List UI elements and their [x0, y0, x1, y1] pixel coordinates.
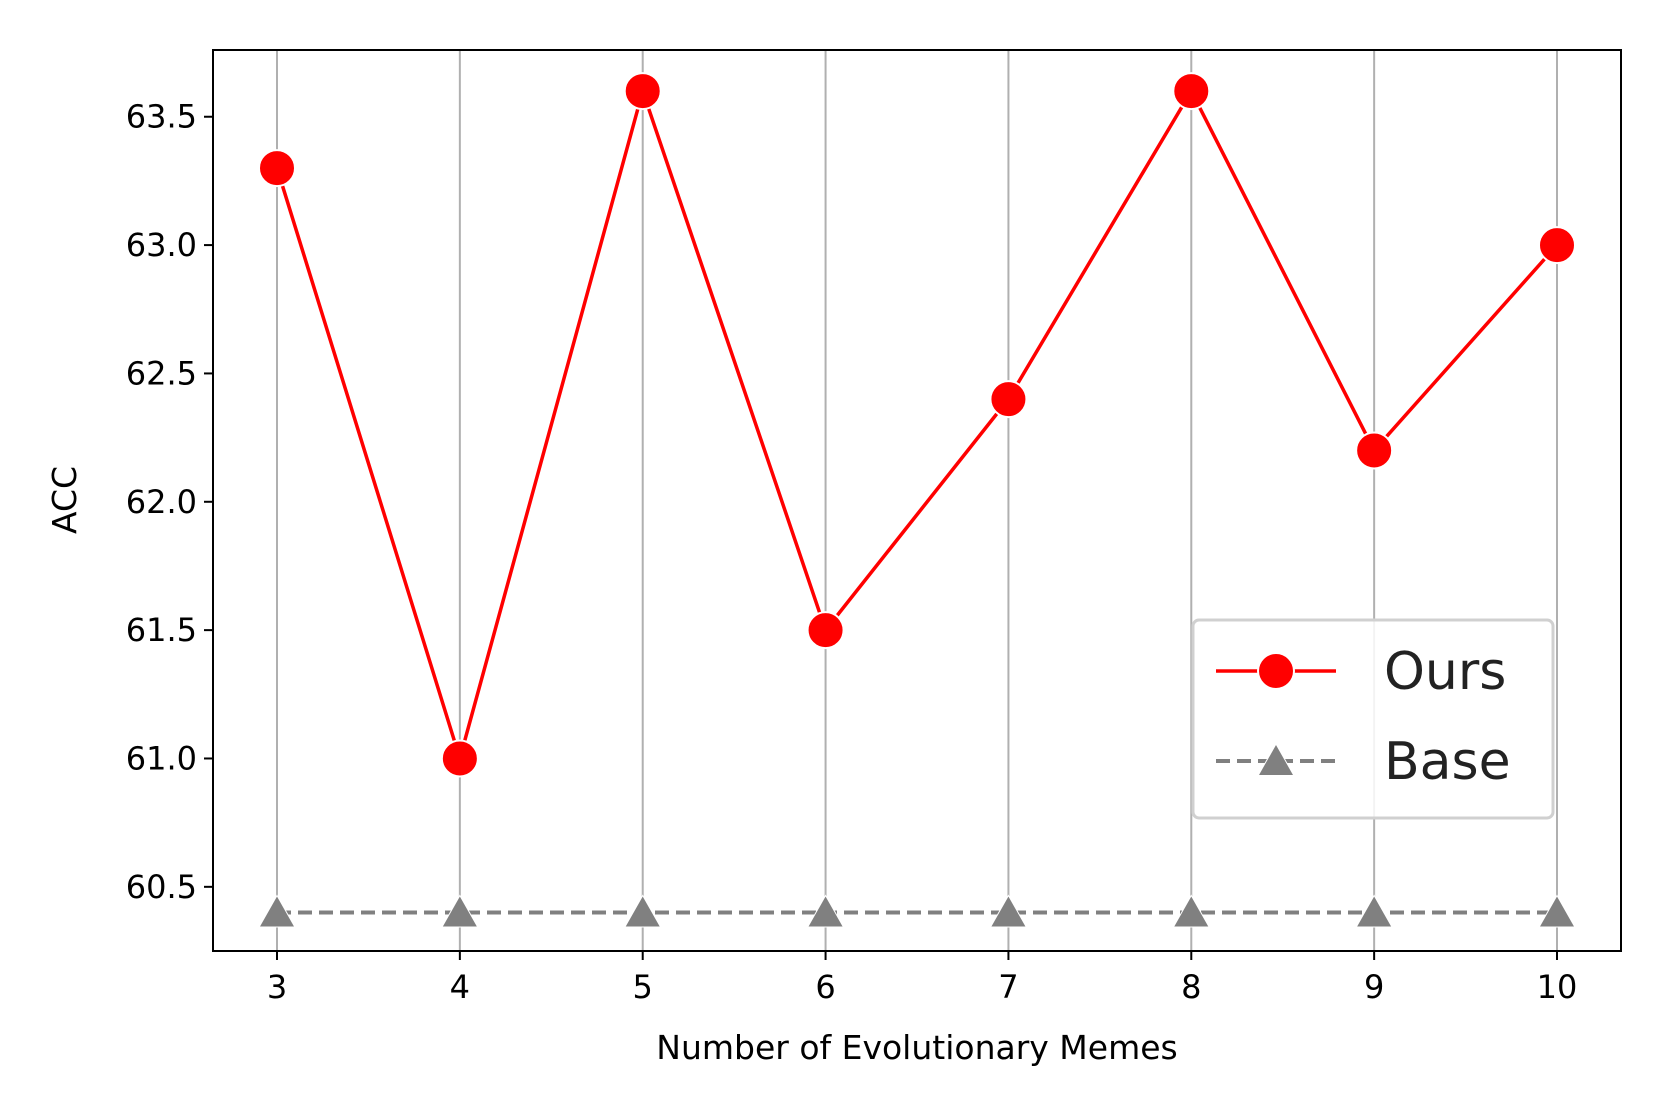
data-point-ours — [808, 612, 844, 648]
x-tick-label: 5 — [633, 968, 653, 1006]
data-point-ours — [625, 73, 661, 109]
legend-marker-ours — [1258, 653, 1294, 689]
data-point-ours — [1539, 227, 1575, 263]
legend: Ours Base — [1193, 620, 1553, 818]
x-tick-label: 9 — [1364, 968, 1384, 1006]
axis-layer: 3 4 5 6 7 8 9 10 60.5 61.0 61.5 62.0 62.5 63.0 63.5 — [126, 98, 1578, 1006]
y-tick-label: 61.0 — [126, 739, 197, 777]
data-point-ours — [259, 150, 295, 186]
y-axis-label: ACC — [45, 466, 84, 534]
y-tick-label: 62.5 — [126, 354, 197, 392]
x-tick-label: 3 — [267, 968, 287, 1006]
y-tick-label: 63.0 — [126, 226, 197, 264]
legend-label-base: Base — [1384, 732, 1511, 792]
x-tick-label: 6 — [815, 968, 835, 1006]
data-point-ours — [442, 740, 478, 776]
legend-label-ours: Ours — [1384, 642, 1506, 702]
y-tick-label: 60.5 — [126, 868, 197, 906]
data-point-ours — [990, 381, 1026, 417]
y-tick-label: 62.0 — [126, 483, 197, 521]
x-tick-label: 10 — [1537, 968, 1578, 1006]
y-tick-label: 63.5 — [126, 98, 197, 136]
x-tick-label: 7 — [998, 968, 1018, 1006]
y-tick-label: 61.5 — [126, 611, 197, 649]
data-point-ours — [1173, 73, 1209, 109]
x-tick-label: 8 — [1181, 968, 1201, 1006]
x-axis-label: Number of Evolutionary Memes — [656, 1028, 1177, 1067]
x-tick-label: 4 — [450, 968, 470, 1006]
data-point-ours — [1356, 432, 1392, 468]
